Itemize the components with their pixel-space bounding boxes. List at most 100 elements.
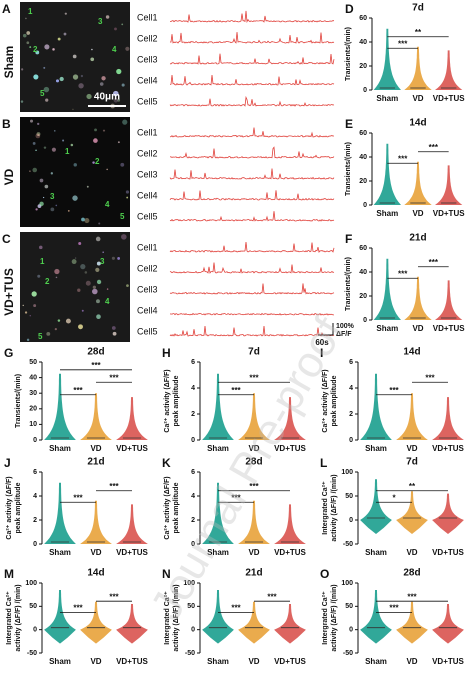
category-label: VD [90, 444, 101, 453]
cell-spot [93, 138, 98, 143]
y-tick-label: 0 [191, 627, 195, 634]
roi-label: 2 [33, 45, 38, 54]
cell-spot [81, 309, 84, 312]
violin [396, 601, 428, 644]
y-tick-label: 0 [363, 317, 367, 324]
significance-label: *** [231, 386, 241, 395]
cell-spot [78, 83, 84, 89]
cell-spot [33, 74, 39, 80]
cell-spot [30, 119, 34, 123]
cell-spot [54, 268, 60, 275]
y-tick-label: 6 [191, 469, 195, 476]
cell-spot [114, 27, 117, 31]
significance-label: *** [398, 39, 408, 48]
calcium-trace [169, 74, 335, 86]
roi-label: 4 [105, 200, 110, 209]
significance-label: *** [429, 143, 439, 152]
violin [432, 493, 464, 534]
cell-spot [121, 234, 127, 240]
panel-letter: D [345, 2, 354, 16]
y-axis-label: Intergrated Ca²⁺ [6, 591, 13, 645]
y-tick-label: 10 [29, 421, 37, 428]
y-axis-label: Intergrated Ca²⁺ [322, 591, 329, 645]
cell-label: Cell1 [137, 127, 158, 137]
cell-spot [67, 209, 70, 212]
cell-spot [92, 285, 96, 289]
calcium-trace [169, 283, 335, 295]
y-axis-label: peak amplitude [15, 482, 22, 533]
cell-spot [122, 119, 128, 125]
significance-label: *** [267, 592, 277, 601]
cell-spot [51, 147, 56, 152]
cell-spot [71, 259, 77, 265]
calcium-trace [169, 53, 335, 65]
category-label: VD [90, 548, 101, 557]
panel-title: 21d [409, 233, 426, 244]
cell-spot [72, 54, 77, 59]
cell-spot [101, 76, 106, 81]
violin [373, 143, 401, 205]
violin [238, 393, 270, 440]
cell-spot [84, 218, 90, 224]
y-tick-label: 20 [359, 293, 367, 300]
cell-label: Cell4 [137, 305, 158, 315]
category-label: VD+TUS [116, 444, 148, 453]
significance-label: * [392, 493, 396, 502]
violin [44, 373, 76, 440]
scale-bar-label: 40μm [94, 92, 120, 103]
y-axis-label: peak amplitude [173, 375, 180, 426]
cell-spot [39, 245, 43, 250]
cell-spot [22, 33, 27, 38]
cell-spot [117, 141, 120, 144]
y-tick-label: 50 [345, 493, 353, 500]
y-axis-label: Transients/(min) [345, 27, 352, 81]
y-axis-label: Ca²⁺ activity (ΔF/F) [164, 476, 171, 539]
cell-spot [117, 257, 121, 260]
significance-label: *** [109, 373, 119, 382]
violin [404, 161, 432, 205]
y-tick-label: 60 [359, 130, 367, 137]
category-label: Sham [207, 657, 229, 666]
y-tick-label: 4 [33, 493, 37, 500]
violin [360, 479, 392, 534]
cell-spot [86, 93, 92, 100]
panel-letter: A [2, 2, 11, 16]
group-label: VD [2, 168, 16, 185]
significance-label: *** [231, 604, 241, 613]
y-tick-label: 30 [29, 390, 37, 397]
category-label: Sham [376, 209, 398, 218]
y-tick-label: -50 [27, 650, 37, 657]
cell-spot [95, 236, 101, 242]
roi-label: 4 [112, 45, 117, 54]
panel-letter: L [320, 456, 327, 470]
y-tick-label: 6 [191, 359, 195, 366]
significance-label: *** [407, 592, 417, 601]
panel-letter: M [4, 567, 14, 581]
category-label: VD+TUS [432, 444, 464, 453]
cell-spot [102, 129, 106, 132]
y-tick-label: 0 [191, 437, 195, 444]
cell-spot [99, 82, 104, 86]
cell-spot [96, 299, 100, 304]
cell-spot [52, 48, 55, 51]
y-tick-label: 0 [191, 541, 195, 548]
cell-spot [77, 288, 81, 292]
cell-spot [105, 15, 110, 19]
violin [274, 397, 306, 440]
cell-spot [113, 97, 119, 103]
panel-letter: G [4, 346, 13, 360]
significance-label: ** [415, 28, 422, 37]
cell-label: Cell3 [137, 169, 158, 179]
y-tick-label: -50 [185, 650, 195, 657]
significance-label: *** [249, 482, 259, 491]
panel-title: 28d [245, 457, 262, 468]
y-axis-label: Intergrated Ca²⁺ [322, 481, 329, 535]
panel-letter: C [2, 232, 11, 246]
cell-spot [96, 314, 101, 320]
violin [373, 28, 401, 90]
cell-label: Cell4 [137, 75, 158, 85]
cell-label: Cell5 [137, 326, 158, 336]
y-tick-label: 50 [29, 603, 37, 610]
violin [404, 276, 432, 320]
y-tick-label: 40 [359, 39, 367, 46]
